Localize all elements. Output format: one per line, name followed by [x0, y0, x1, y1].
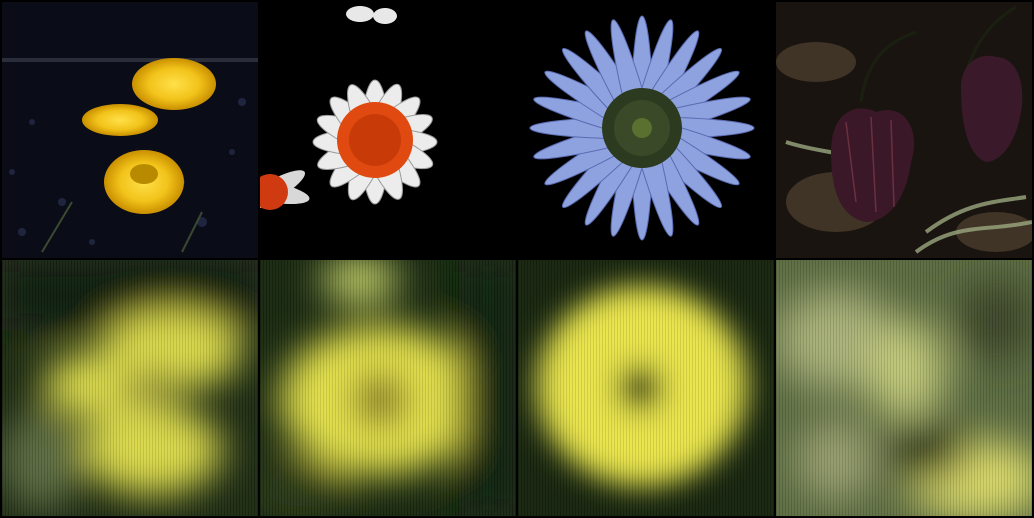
- reconstruction-tile-1: [2, 260, 258, 516]
- blurred-flower-icon: [260, 260, 516, 516]
- reconstruction-tile-2: [260, 260, 516, 516]
- blurred-flower-icon: [2, 260, 258, 516]
- reconstruction-tile-3: [518, 260, 774, 516]
- original-tile-1: [2, 2, 258, 258]
- blurred-flower-icon: [776, 260, 1032, 516]
- reconstruction-tile-4: [776, 260, 1032, 516]
- blurred-flower-icon: [518, 260, 774, 516]
- daisy-icon: [260, 2, 516, 258]
- fritillary-bells-icon: [776, 2, 1032, 258]
- blue-daisy-icon: [518, 2, 774, 258]
- coltsfoot-flowers-icon: [2, 2, 258, 258]
- original-tile-4: [776, 2, 1032, 258]
- original-tile-2: [260, 2, 516, 258]
- original-tile-3: [518, 2, 774, 258]
